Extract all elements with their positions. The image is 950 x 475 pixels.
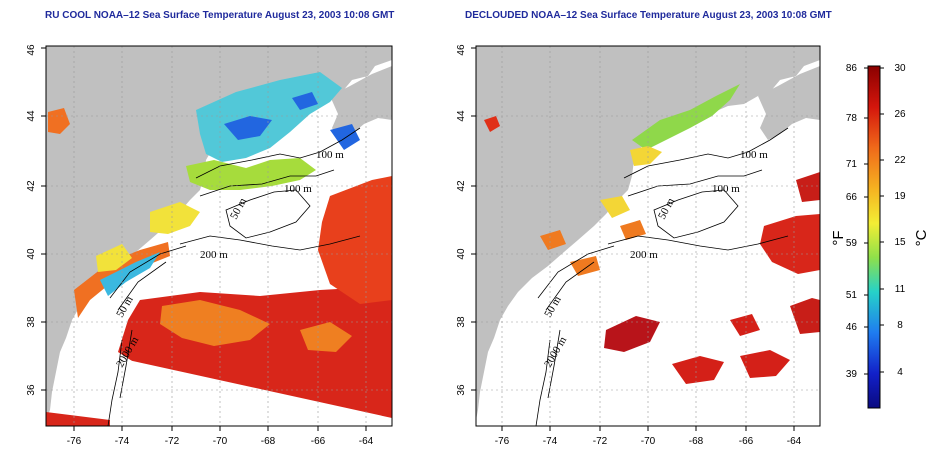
right-contour-label-100m-b: 100 m <box>712 183 740 195</box>
left-x-tick-label: -72 <box>165 436 180 447</box>
left-map-title: RU COOL NOAA–12 Sea Surface Temperature … <box>45 10 395 21</box>
colorbar-fahrenheit-tick: 86 <box>846 63 858 74</box>
colorbar-celsius-tick: 19 <box>894 191 906 202</box>
right-nova-scotia <box>758 66 820 140</box>
colorbar-celsius-tick: 8 <box>897 320 903 331</box>
colorbar: 86 78 71 66 59 51 46 39 30 26 22 19 15 1… <box>830 63 930 409</box>
right-x-tick-label: -76 <box>495 436 510 447</box>
left-no-data-swath <box>100 356 392 426</box>
left-cold-patches <box>224 92 360 150</box>
left-y-tick-label: 38 <box>26 316 37 328</box>
colorbar-fahrenheit-tick: 39 <box>846 369 858 380</box>
right-isobaths <box>535 127 789 426</box>
left-x-tick-label: -66 <box>311 436 326 447</box>
right-offshore-warm-patch <box>484 116 500 132</box>
left-map-frame <box>45 45 393 427</box>
left-x-tick-label: -76 <box>67 436 82 447</box>
left-y-tick-label: 40 <box>26 248 37 260</box>
colorbar-fahrenheit-tick: 46 <box>846 322 858 333</box>
left-red-strip-southwest <box>46 412 110 426</box>
right-x-tick-label: -72 <box>593 436 608 447</box>
right-x-tick-label: -66 <box>739 436 754 447</box>
left-x-tick-label: -70 <box>213 436 228 447</box>
right-orange-coast <box>540 220 646 276</box>
left-x-tick-label: -64 <box>359 436 374 447</box>
right-tick-marks <box>471 47 795 431</box>
left-warm-water-east <box>318 176 392 304</box>
left-yellow-band <box>96 202 200 272</box>
colorbar-fahrenheit-tick: 78 <box>846 113 858 124</box>
left-x-tick-label: -68 <box>261 436 276 447</box>
right-x-tick-label: -70 <box>641 436 656 447</box>
left-nova-scotia <box>330 66 392 140</box>
left-x-tick-label: -74 <box>115 436 130 447</box>
left-y-tick-label: 46 <box>26 44 37 56</box>
right-grid <box>476 46 820 426</box>
colorbar-celsius-tick: 26 <box>894 109 906 120</box>
right-warm-patch-south-b <box>672 314 790 384</box>
right-gulf-of-maine-band <box>632 84 740 150</box>
colorbar-fahrenheit-unit: °F <box>830 230 847 245</box>
colorbar-fahrenheit-tick: 71 <box>846 159 858 170</box>
right-map-panel: 100 m 100 m 50 m 200 m 50 m 2000 m <box>456 44 821 447</box>
colorbar-tick-marks <box>864 67 884 375</box>
left-tick-marks <box>41 47 367 431</box>
colorbar-fahrenheit-tick: 51 <box>846 290 858 301</box>
left-green-band <box>186 158 316 190</box>
right-contour-label-200m: 200 m <box>630 249 658 261</box>
left-contour-label-200m: 200 m <box>200 249 228 261</box>
left-isobaths <box>107 127 361 426</box>
left-grid <box>46 46 392 426</box>
left-y-tick-label: 42 <box>26 180 37 192</box>
left-land-mass <box>46 46 392 420</box>
right-y-tick-label: 40 <box>456 248 467 260</box>
right-map-title: DECLOUDED NOAA–12 Sea Surface Temperatur… <box>465 10 832 21</box>
right-x-tick-label: -74 <box>543 436 558 447</box>
right-yellow-coast <box>600 146 662 218</box>
left-contour-label-100m-a: 100 m <box>316 149 344 161</box>
colorbar-fahrenheit-tick: 66 <box>846 192 858 203</box>
colorbar-celsius-tick: 4 <box>897 367 903 378</box>
colorbar-celsius-unit: °C <box>913 229 930 246</box>
left-map-panel: 100 m 100 m 50 m 200 m 50 m 2000 m <box>26 44 393 447</box>
right-contour-label-100m-a: 100 m <box>740 149 768 161</box>
right-y-tick-label: 44 <box>456 110 467 122</box>
left-y-tick-label: 44 <box>26 110 37 122</box>
colorbar-gradient <box>867 65 881 409</box>
colorbar-celsius-tick: 30 <box>894 63 906 74</box>
right-y-tick-label: 42 <box>456 180 467 192</box>
right-warm-patch-east-small <box>790 172 820 334</box>
right-y-tick-label: 46 <box>456 44 467 56</box>
right-y-tick-label: 36 <box>456 384 467 396</box>
left-contour-label-100m-b: 100 m <box>284 183 312 195</box>
right-warm-patch-south-a <box>604 316 660 352</box>
right-y-tick-label: 38 <box>456 316 467 328</box>
right-warm-patch-east <box>760 214 820 274</box>
colorbar-celsius-tick: 11 <box>895 284 906 295</box>
left-y-tick-label: 36 <box>26 384 37 396</box>
right-land-mass <box>476 46 820 420</box>
colorbar-fahrenheit-tick: 59 <box>846 238 858 249</box>
right-x-tick-label: -64 <box>787 436 802 447</box>
right-x-tick-label: -68 <box>689 436 704 447</box>
left-offshore-warm-patch <box>48 108 70 134</box>
colorbar-celsius-tick: 22 <box>894 155 906 166</box>
left-orange-patches <box>160 300 352 352</box>
colorbar-celsius-tick: 15 <box>894 237 906 248</box>
